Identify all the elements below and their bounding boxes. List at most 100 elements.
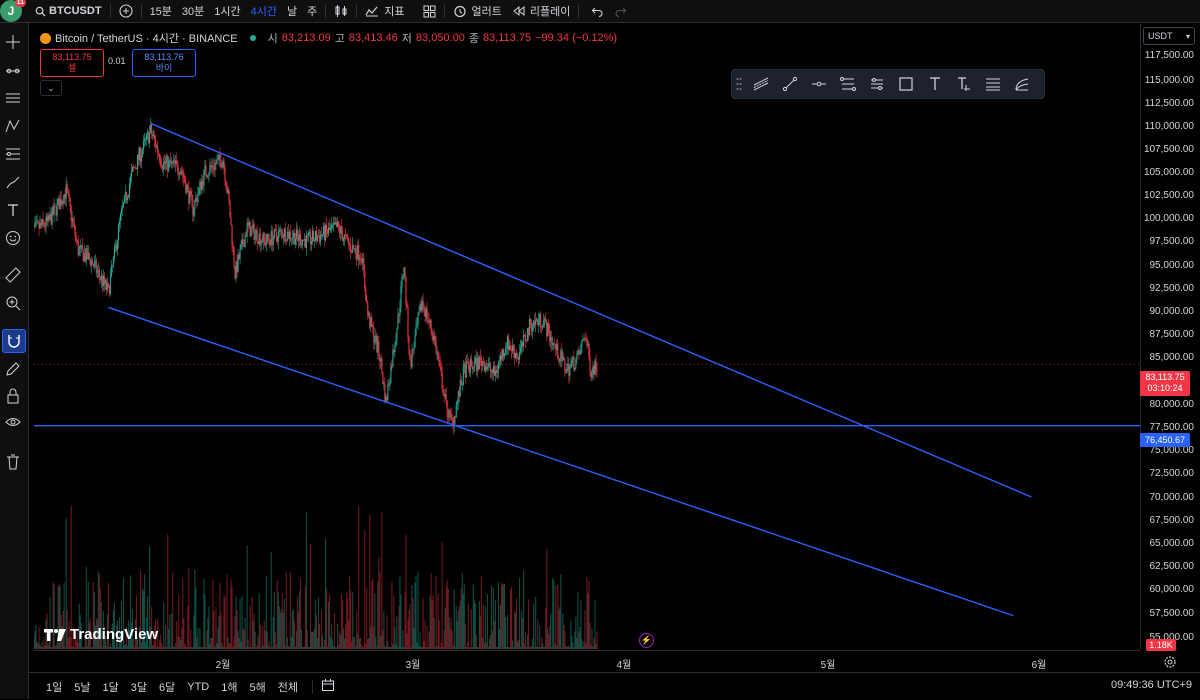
delete-tool[interactable]: [2, 451, 24, 473]
indicators-button[interactable]: 지표: [360, 0, 409, 22]
user-avatar[interactable]: J 11: [0, 0, 26, 22]
volume-bar: [405, 534, 407, 649]
volume-bar: [294, 647, 296, 649]
candle-body: [474, 357, 476, 362]
draw-horizontal-ray-button[interactable]: [804, 70, 833, 98]
interval-day[interactable]: 날: [287, 6, 298, 18]
candle-body: [554, 343, 556, 345]
layouts-button[interactable]: [418, 0, 441, 22]
price-axis[interactable]: 117,500.00 115,000.00 112,500.00 110,000…: [1140, 24, 1200, 649]
gear-icon: [1164, 656, 1176, 668]
chart-type-button[interactable]: [329, 0, 353, 22]
drag-handle[interactable]: [732, 70, 746, 98]
volume-bar: [505, 647, 508, 649]
draw-fib-button[interactable]: [833, 70, 862, 98]
interval-1h[interactable]: 1시간: [214, 6, 241, 18]
emoji-tool[interactable]: [2, 227, 24, 249]
fib-tool[interactable]: [2, 143, 24, 165]
candle-body: [195, 197, 197, 201]
replay-label: 리플레이: [529, 6, 571, 18]
crosshair-icon: [6, 35, 20, 49]
draw-trend-line-button[interactable]: [775, 70, 804, 98]
candle-body: [225, 181, 227, 188]
clock-timezone[interactable]: 09:49:36 UTC+9: [1110, 679, 1192, 691]
candle-body: [556, 343, 558, 351]
range-ytd[interactable]: YTD: [187, 680, 210, 693]
draw-curve-button[interactable]: [1007, 70, 1036, 98]
candle-body: [348, 239, 350, 245]
hide-tool[interactable]: [2, 411, 24, 433]
candle-body: [358, 244, 360, 261]
price-tick: 100,000.00: [1143, 213, 1194, 224]
magnet-tool[interactable]: [2, 329, 26, 353]
currency-select[interactable]: USDT ▾: [1143, 27, 1195, 45]
sell-button[interactable]: 83,113.75 셀: [40, 49, 104, 77]
zoom-tool[interactable]: [2, 292, 24, 314]
pattern-tool[interactable]: [2, 115, 24, 137]
low-key: 저: [401, 33, 412, 45]
volume-bar: [304, 586, 306, 649]
flash-button[interactable]: ⚡: [639, 633, 654, 648]
draw-anchored-text-button[interactable]: [949, 70, 978, 98]
candle-body: [529, 318, 531, 336]
brush-tool[interactable]: [2, 171, 24, 193]
legend-collapse-button[interactable]: ⌄: [40, 80, 62, 96]
candle-body: [590, 370, 592, 378]
range-5y[interactable]: 5해: [249, 681, 266, 694]
range-1y[interactable]: 1해: [221, 681, 238, 694]
replay-button[interactable]: 리플레이: [507, 0, 575, 22]
candle-body: [408, 337, 410, 354]
range-6m[interactable]: 6달: [159, 681, 176, 694]
volume-bar: [489, 634, 491, 649]
time-axis[interactable]: 2월 3월 4월 5월 6월: [34, 650, 1140, 671]
text-tool[interactable]: [2, 199, 24, 221]
lock-draw-tool[interactable]: [2, 358, 24, 380]
draw-channel-button[interactable]: [746, 70, 775, 98]
range-1m[interactable]: 1달: [102, 681, 119, 694]
measure-tool[interactable]: [2, 264, 24, 286]
buy-button[interactable]: 83,113.76 바이: [132, 49, 196, 77]
redo-button[interactable]: [609, 0, 632, 22]
undo-button[interactable]: [586, 0, 609, 22]
chart-settings-button[interactable]: [1163, 655, 1177, 672]
go-to-date-button[interactable]: [321, 678, 335, 695]
draw-rectangle-button[interactable]: [891, 70, 920, 98]
alert-button[interactable]: 얼러트: [448, 0, 507, 22]
draw-text-button[interactable]: [920, 70, 949, 98]
fib-icon: [6, 148, 20, 160]
draw-pitchfork-button[interactable]: [862, 70, 891, 98]
candle-body: [354, 248, 356, 249]
interval-week[interactable]: 주: [307, 6, 318, 18]
symbol-search-button[interactable]: BTCUSDT: [30, 0, 107, 22]
candle-body: [103, 275, 105, 285]
trend-line-tool[interactable]: [2, 60, 24, 82]
candle-body: [258, 233, 260, 244]
range-all[interactable]: 전체: [277, 681, 298, 694]
crosshair-tool[interactable]: [2, 31, 24, 53]
compare-add-button[interactable]: [114, 0, 138, 22]
volume-bar: [118, 617, 120, 649]
legend-title[interactable]: Bitcoin / TetherUS · 4시간 · BINANCE: [55, 33, 238, 45]
volume-bar: [541, 637, 543, 649]
range-5d[interactable]: 5날: [74, 681, 91, 694]
draw-parallel-button[interactable]: [978, 70, 1007, 98]
lock-all-tool[interactable]: [2, 385, 24, 407]
candle-body: [164, 161, 166, 164]
range-1d[interactable]: 1일: [46, 681, 63, 694]
candle-body: [402, 276, 404, 278]
candle-body: [573, 357, 575, 370]
volume-bar: [237, 631, 239, 649]
volume-bar: [430, 572, 432, 649]
candle-body: [304, 238, 306, 248]
interval-30m[interactable]: 30분: [181, 6, 205, 18]
candle-body: [496, 369, 499, 373]
price-chart[interactable]: [34, 24, 1140, 649]
candle-body: [69, 199, 71, 207]
range-3m[interactable]: 3달: [130, 681, 147, 694]
candle-body: [524, 334, 526, 336]
candle-body: [523, 334, 525, 347]
channel-tool[interactable]: [2, 87, 24, 109]
candle-body: [234, 266, 236, 279]
interval-15m[interactable]: 15분: [149, 6, 172, 18]
interval-4h[interactable]: 4시간: [250, 6, 277, 18]
